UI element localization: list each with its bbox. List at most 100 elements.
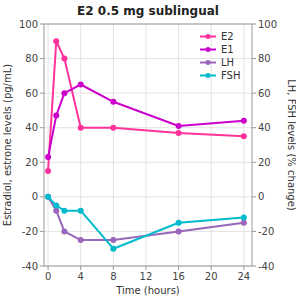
y-tick [40,127,44,128]
series-point [176,130,182,136]
y2-tick [252,127,256,128]
series-point [53,203,59,209]
grid [44,24,252,266]
x-grid-line [113,24,114,266]
series-point [78,125,84,131]
y-tick-label: 80 [25,53,38,64]
series-point [241,220,247,226]
series-point [110,237,116,243]
y2-tick [252,266,256,267]
series [45,38,247,174]
y2-tick-label: -40 [258,261,274,272]
chart-title: E2 0.5 mg sublingual [77,4,219,18]
y-grid-line [44,162,252,163]
chart-svg: 04812162024-40-20020406080100-40-2002040… [0,0,296,300]
series-point [53,38,59,44]
series-point [110,246,116,252]
legend: E2 E1 LH FSH [200,31,240,81]
series-point [110,125,116,131]
y2-tick-label: 80 [258,53,271,64]
series-point [45,194,51,200]
y2-tick-label: 0 [258,191,264,202]
y-tick-label: -40 [22,261,38,272]
y-tick [40,196,44,197]
series-point [78,82,84,88]
y-tick-label: 60 [25,88,38,99]
series-point [45,154,51,160]
y-tick [40,24,44,25]
y2-tick-label: 20 [258,157,271,168]
y2-tick-label: -20 [258,226,274,237]
y-tick [40,231,44,232]
y-tick [40,58,44,59]
x-tick-label: 20 [205,271,218,282]
x-grid-line [243,24,244,266]
series-point [241,133,247,139]
legend-label: FSH [221,70,240,81]
legend-label: E2 [221,31,234,42]
y2-tick [252,196,256,197]
series [45,194,247,252]
y-tick-label: 0 [32,191,38,202]
x-tick [48,266,49,270]
legend-label: E1 [221,44,234,55]
legend-marker [206,73,211,78]
y-tick-label: -20 [22,226,38,237]
x-tick-label: 8 [110,271,116,282]
y-tick-label: 20 [25,157,38,168]
series-point [78,208,84,214]
y2-tick [252,58,256,59]
series-point [61,208,67,214]
x-tick [211,266,212,270]
series-point [176,220,182,226]
series-point [61,90,67,96]
series-point [110,99,116,105]
series-point [53,113,59,119]
series-point [241,215,247,221]
y2-tick [252,24,256,25]
legend-marker [206,47,211,52]
legend-label: LH [221,57,234,68]
series-point [176,123,182,129]
y-axis-label: Estradiol, estrone levels (pg/mL) [2,64,13,226]
y2-tick-label: 40 [258,122,271,133]
y-tick-label: 100 [19,19,38,30]
series-point [78,237,84,243]
y-grid-line [44,93,252,94]
x-tick [80,266,81,270]
y2-axis-label: LH, FSH levels (% change) [286,79,296,211]
y-grid-line [44,127,252,128]
series-point [45,168,51,174]
series-line [48,85,244,158]
x-grid-line [80,24,81,266]
legend-marker [206,34,211,39]
x-tick-label: 0 [45,271,51,282]
axes: 04812162024-40-20020406080100-40-2002040… [19,19,277,283]
x-grid-line [145,24,146,266]
y2-tick-label: 100 [258,19,277,30]
x-tick-label: 12 [140,271,153,282]
y2-tick [252,93,256,94]
series-point [53,208,59,214]
series-line [48,197,244,249]
x-tick [243,266,244,270]
background [0,0,296,300]
x-grid-line [211,24,212,266]
y-tick [40,266,44,267]
y2-tick [252,231,256,232]
series-group [45,38,247,251]
x-axis-label: Time (hours) [115,285,180,296]
x-tick-label: 4 [78,271,84,282]
x-tick [145,266,146,270]
y2-tick [252,162,256,163]
series [45,82,247,161]
plot-frame [44,24,252,266]
x-grid-line [48,24,49,266]
y-tick [40,93,44,94]
x-tick-label: 16 [172,271,185,282]
series-point [61,228,67,234]
series-point [241,118,247,124]
series-point [45,194,51,200]
x-tick-label: 24 [237,271,250,282]
legend-marker [206,60,211,65]
